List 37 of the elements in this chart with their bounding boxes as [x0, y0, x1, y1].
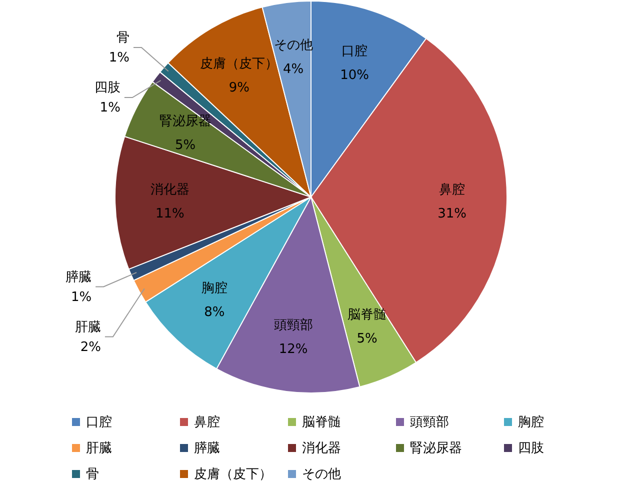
legend-label: 骨: [86, 466, 99, 483]
data-label: 9%: [228, 80, 250, 96]
data-label: 1%: [108, 50, 130, 66]
data-label: 2%: [80, 340, 101, 355]
data-label: 31%: [438, 206, 467, 222]
legend-label: 腎泌尿器: [410, 440, 462, 457]
slice-label: 骨: [116, 30, 130, 46]
data-label: 1%: [100, 100, 120, 116]
data-label: 4%: [283, 62, 304, 77]
data-label: 11%: [155, 206, 184, 222]
legend-label: 四肢: [518, 440, 544, 457]
data-label: 1%: [70, 290, 92, 305]
slice-label: 脳脊髄: [348, 308, 387, 323]
data-label: 8%: [204, 304, 225, 320]
legend-label: 頭頸部: [410, 414, 449, 431]
legend-label: 肝臓: [86, 440, 112, 457]
slice-label: 肝臓: [74, 320, 101, 335]
data-label: 12%: [278, 342, 308, 358]
data-label: 10%: [340, 68, 370, 83]
slice-label: 鼻腔: [439, 182, 466, 198]
slice-label: 皮膚（皮下）: [200, 56, 278, 72]
slice-label: 消化器: [150, 182, 190, 198]
legend-label: 皮膚（皮下）: [194, 466, 272, 483]
slice-label: 口腔: [342, 44, 368, 59]
slice-label: 胸腔: [201, 280, 228, 296]
legend-label: 胸腔: [518, 414, 544, 431]
slice-label: 頭頸部: [274, 318, 313, 334]
slice-label: 膵臓: [66, 270, 92, 285]
data-label: 5%: [356, 332, 378, 347]
slice-label: 四肢: [94, 80, 120, 96]
legend-label: 口腔: [86, 414, 112, 431]
legend-label: 鼻腔: [194, 414, 220, 431]
data-label: 5%: [174, 138, 196, 153]
legend-label: 脳脊髄: [302, 414, 341, 431]
legend-label: その他: [302, 466, 341, 483]
legend-label: 消化器: [302, 440, 341, 457]
legend-label: 膵臓: [194, 440, 220, 457]
